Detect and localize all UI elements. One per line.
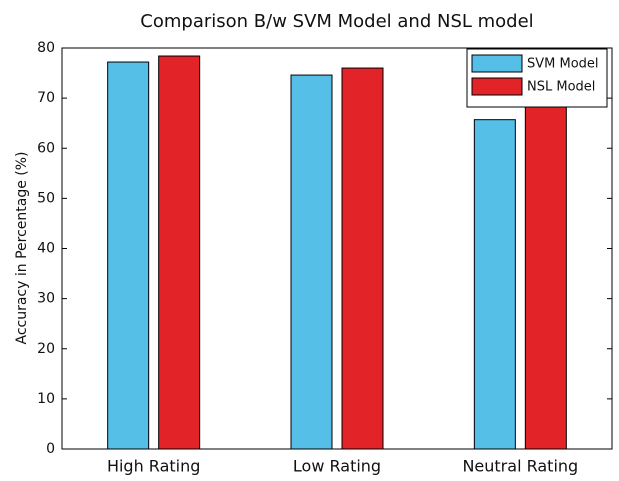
x-tick-label: Neutral Rating <box>462 457 578 476</box>
chart-title: Comparison B/w SVM Model and NSL model <box>140 11 533 32</box>
x-tick-label: Low Rating <box>293 457 381 476</box>
bar <box>473 119 516 450</box>
y-tick-label: 30 <box>37 291 55 307</box>
bar <box>341 67 384 450</box>
bar <box>107 61 150 450</box>
y-tick-label: 50 <box>37 190 55 206</box>
legend-swatch <box>471 77 523 96</box>
legend-label: NSL Model <box>527 80 595 95</box>
bar <box>524 102 567 450</box>
bar <box>290 74 333 450</box>
y-tick-label: 70 <box>37 90 55 106</box>
y-tick-label: 10 <box>37 391 55 407</box>
y-axis-label: Accuracy in Percentage (%) <box>14 151 30 344</box>
plot-frame <box>61 47 613 450</box>
legend-swatch <box>471 54 523 73</box>
x-tick-label: High Rating <box>107 457 200 476</box>
y-tick-label: 40 <box>37 241 55 257</box>
y-tick-label: 60 <box>37 140 55 156</box>
y-tick-label: 80 <box>37 40 55 56</box>
y-tick-label: 0 <box>46 441 55 457</box>
legend-label: SVM Model <box>527 57 599 72</box>
y-tick-label: 20 <box>37 341 55 357</box>
bar <box>158 55 201 450</box>
